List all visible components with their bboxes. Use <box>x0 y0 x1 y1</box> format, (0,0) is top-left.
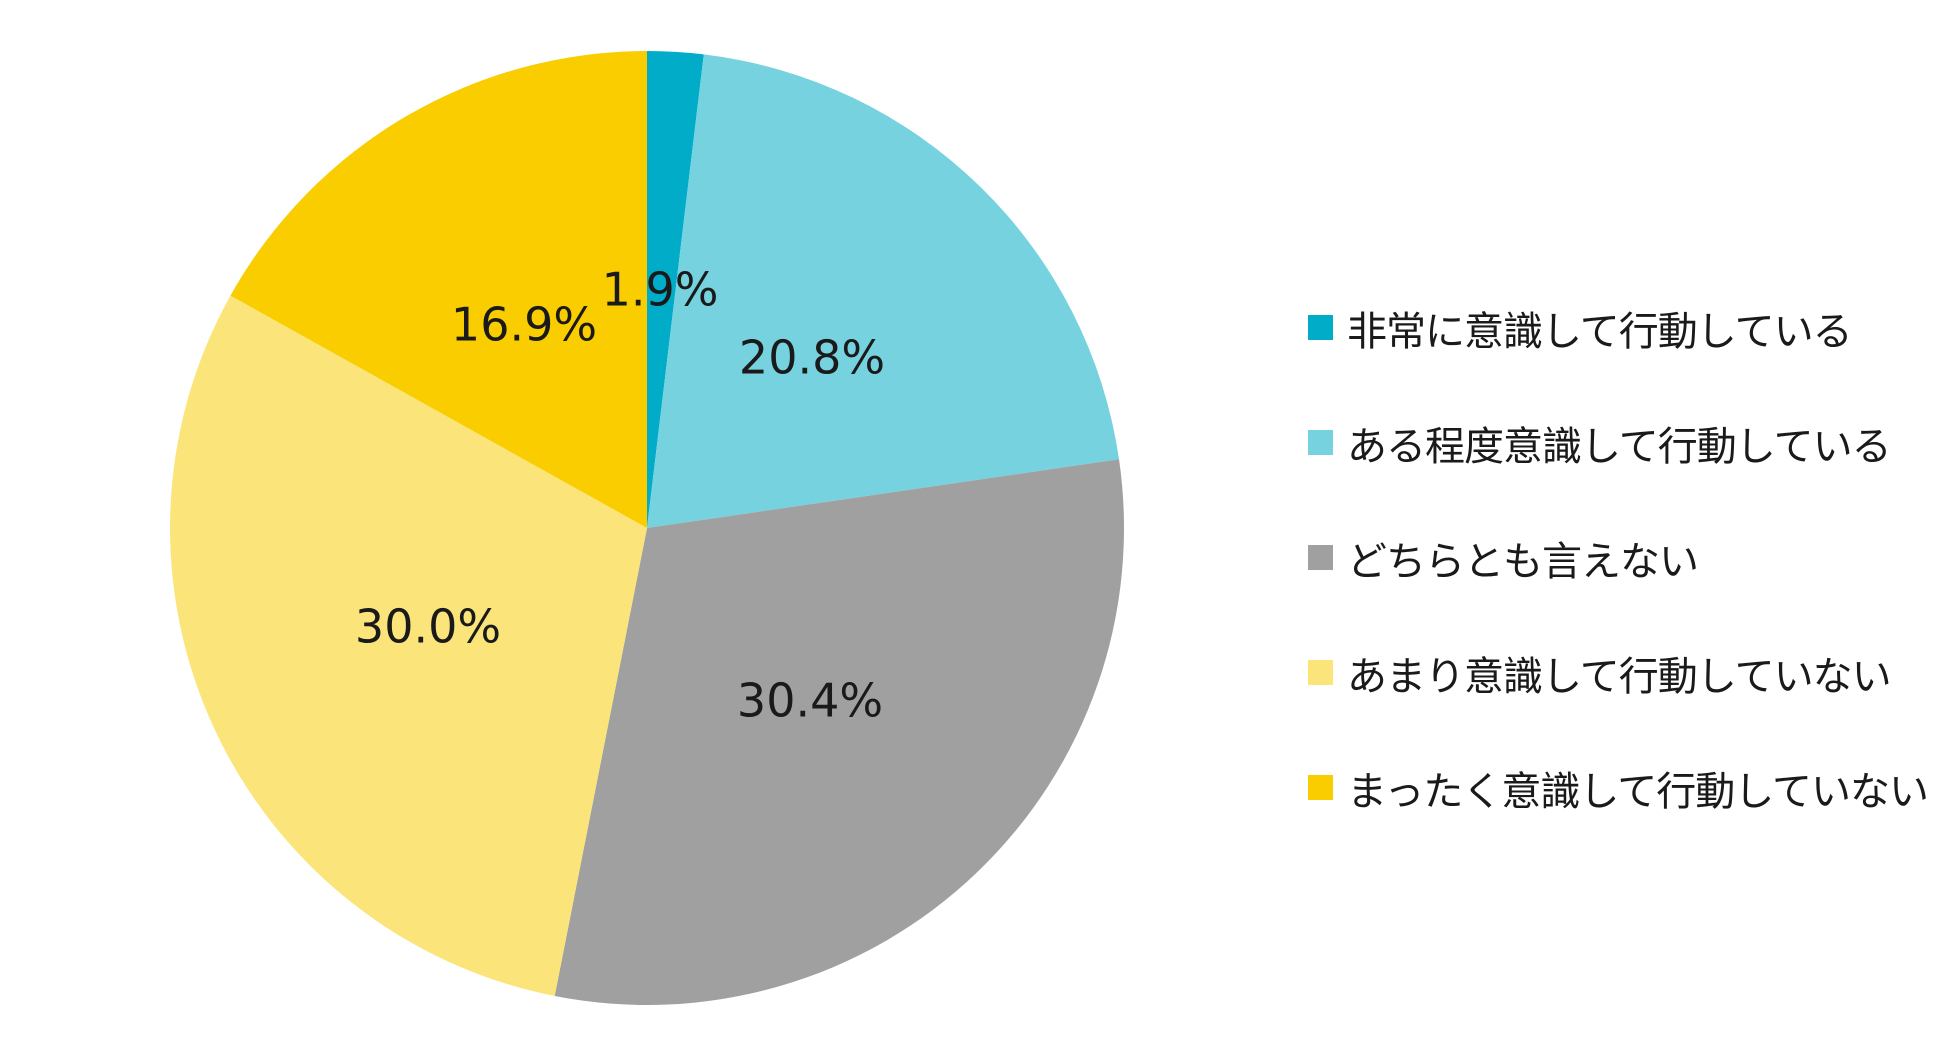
data-label-2: 20.8% <box>739 331 885 385</box>
legend-swatch <box>1308 545 1333 570</box>
pie-slice-3 <box>554 459 1124 1005</box>
legend-label: どちらとも言えない <box>1347 538 1699 585</box>
legend-swatch <box>1308 430 1333 455</box>
legend-label: まったく意識して行動していない <box>1347 768 1929 815</box>
chart-legend: 非常に意識して行動している ある程度意識して行動している どちらとも言えないあまり意… <box>1308 270 1948 845</box>
legend-swatch <box>1308 660 1333 685</box>
legend-item-2: ある程度意識して行動している <box>1308 385 1948 500</box>
legend-item-5: まったく意識して行動していない <box>1308 730 1948 845</box>
legend-item-4: あまり意識して行動していない <box>1308 615 1948 730</box>
data-label-4: 30.0% <box>355 600 501 654</box>
pie-slice-5 <box>230 51 648 528</box>
pie-slice-2 <box>647 54 1120 529</box>
legend-label: ある程度意識して行動している <box>1347 423 1892 470</box>
legend-swatch <box>1308 775 1333 800</box>
data-label-1: 1.9% <box>602 263 719 317</box>
pie-data-labels: 1.9% 20.8% 30.4% 30.0% 16.9% <box>355 263 885 728</box>
legend-label: 非常に意識して行動している <box>1347 308 1853 355</box>
legend-label: あまり意識して行動していない <box>1347 653 1892 700</box>
pie-slice-1 <box>647 51 704 528</box>
data-label-5: 16.9% <box>451 298 597 352</box>
legend-item-1: 非常に意識して行動している <box>1308 270 1948 385</box>
legend-swatch <box>1308 315 1333 340</box>
data-label-3: 30.4% <box>737 674 883 728</box>
pie-slices <box>169 51 1124 1005</box>
legend-item-3: どちらとも言えない <box>1308 500 1948 615</box>
pie-slice-4 <box>169 295 647 996</box>
